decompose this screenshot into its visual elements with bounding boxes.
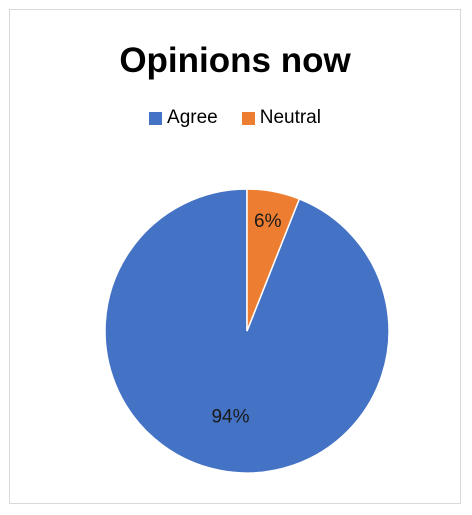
legend-label-agree: Agree: [167, 107, 218, 128]
data-label-neutral: 6%: [254, 211, 282, 232]
legend-swatch-agree: [149, 111, 163, 125]
legend-swatch-neutral: [241, 111, 255, 125]
pie-slices: [104, 188, 390, 474]
legend-label-neutral: Neutral: [259, 107, 321, 128]
chart-title: Opinions now: [119, 41, 351, 80]
pie-data-labels: 94% 6%: [211, 211, 281, 427]
chart-area: Opinions now Agree Neutral 94% 6%: [9, 9, 461, 504]
data-label-agree: 94%: [211, 406, 249, 427]
pie-slice-neutral: [246, 188, 301, 332]
legend-item-agree: Agree: [149, 107, 218, 129]
legend: Agree Neutral: [10, 107, 460, 129]
pie-chart: 94% 6%: [104, 188, 390, 474]
legend-item-neutral: Neutral: [241, 107, 321, 129]
